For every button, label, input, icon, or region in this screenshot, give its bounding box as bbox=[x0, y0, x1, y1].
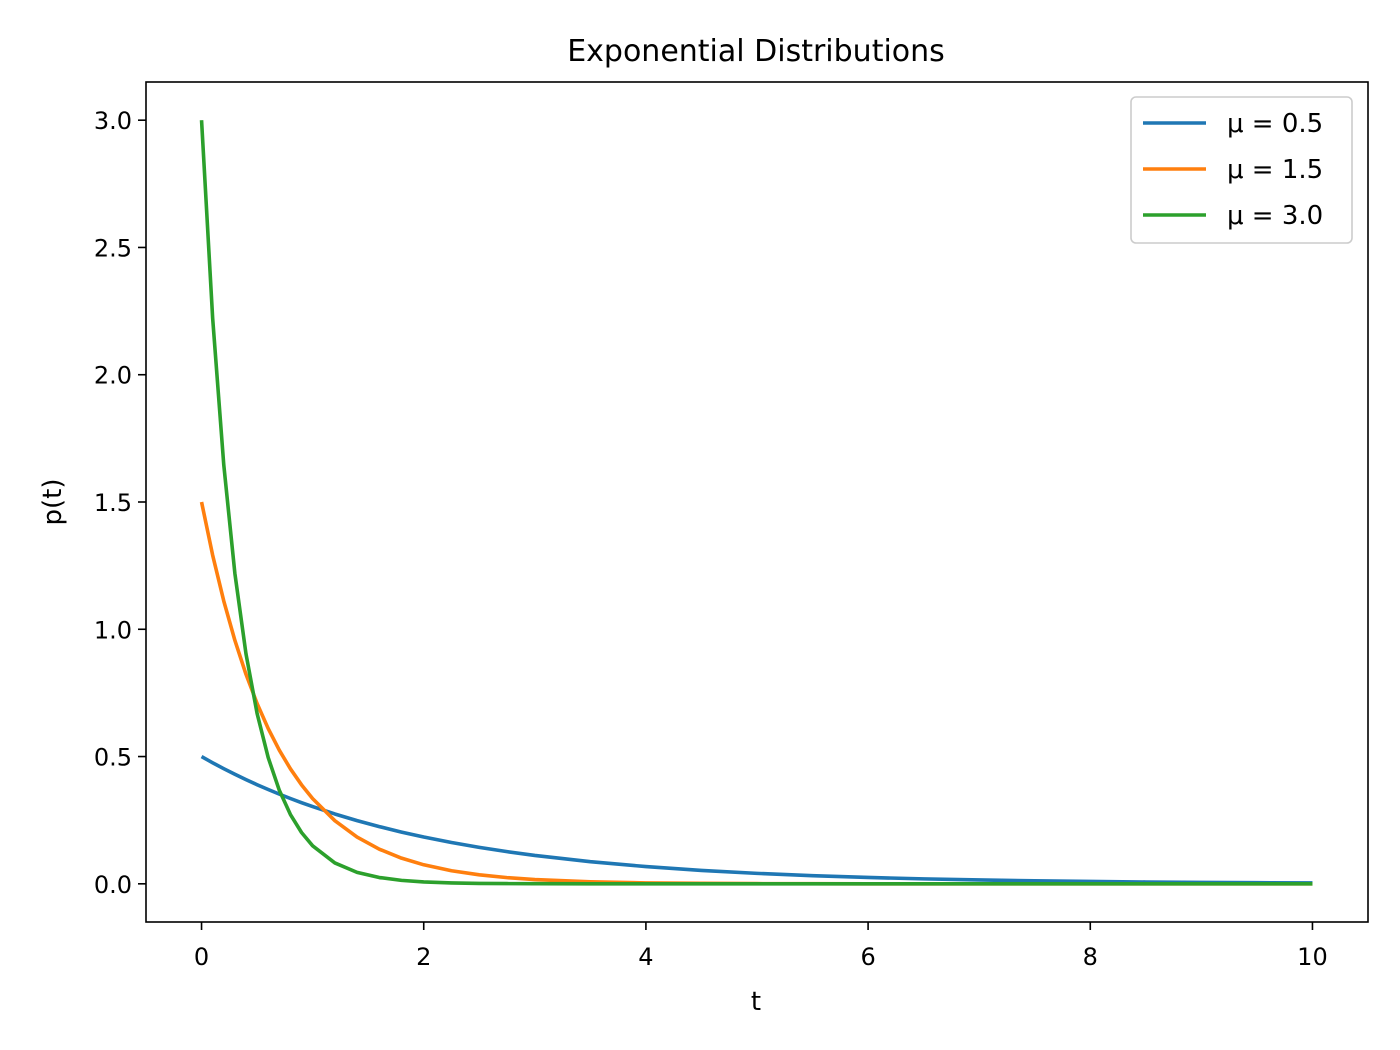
x-tick-label: 10 bbox=[1297, 943, 1328, 971]
legend-box bbox=[1130, 96, 1353, 244]
x-axis-label: t bbox=[751, 987, 761, 1017]
y-axis-ticks: 0.0 0.5 1.0 1.5 2.0 2.5 3.0 bbox=[94, 107, 146, 899]
y-tick-label: 0.0 bbox=[94, 871, 132, 899]
series-line-1 bbox=[200, 754, 1313, 885]
series-line-3 bbox=[199, 120, 1313, 886]
x-tick-label: 6 bbox=[860, 943, 875, 971]
x-tick-label: 2 bbox=[416, 943, 431, 971]
y-tick-label: 1.5 bbox=[94, 489, 132, 517]
y-tick-label: 1.0 bbox=[94, 616, 132, 644]
x-tick-label: 8 bbox=[1083, 943, 1098, 971]
y-tick-label: 3.0 bbox=[94, 107, 132, 135]
x-tick-label: 0 bbox=[194, 943, 209, 971]
legend-label-1: μ = 0.5 bbox=[1227, 109, 1323, 139]
legend-label-3: μ = 3.0 bbox=[1227, 201, 1323, 231]
y-tick-label: 2.0 bbox=[94, 362, 132, 390]
x-axis-ticks: 0 2 4 6 8 10 bbox=[194, 922, 1328, 971]
chart-title: Exponential Distributions bbox=[567, 34, 945, 69]
legend: μ = 0.5 μ = 1.5 μ = 3.0 bbox=[1130, 96, 1353, 244]
y-tick-label: 0.5 bbox=[94, 744, 132, 772]
y-tick-label: 2.5 bbox=[94, 234, 132, 262]
y-axis-label: p(t) bbox=[38, 479, 68, 526]
legend-label-2: μ = 1.5 bbox=[1227, 155, 1323, 185]
plot-series bbox=[199, 120, 1313, 886]
x-tick-label: 4 bbox=[638, 943, 653, 971]
